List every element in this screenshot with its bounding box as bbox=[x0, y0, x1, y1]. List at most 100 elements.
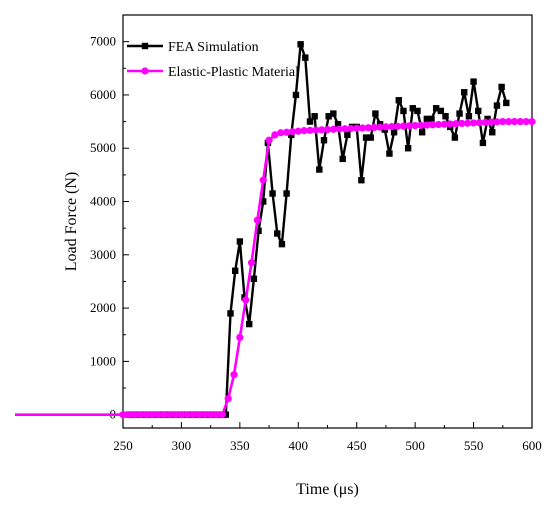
data-point bbox=[475, 119, 484, 127]
x-tick-label: 500 bbox=[405, 438, 425, 453]
data-point bbox=[277, 129, 285, 137]
data-point bbox=[394, 122, 402, 130]
data-point bbox=[367, 134, 374, 141]
series-fea-simulation bbox=[125, 41, 510, 418]
data-point bbox=[131, 411, 139, 419]
data-point bbox=[522, 117, 530, 126]
data-point bbox=[404, 145, 412, 152]
data-point bbox=[341, 125, 349, 133]
data-point bbox=[330, 110, 337, 117]
data-point bbox=[142, 411, 150, 419]
data-point bbox=[195, 411, 203, 419]
data-point bbox=[479, 139, 487, 147]
data-point bbox=[395, 97, 402, 104]
data-point bbox=[414, 107, 421, 115]
data-point bbox=[446, 120, 454, 128]
data-point bbox=[400, 107, 407, 115]
data-point bbox=[253, 216, 261, 224]
series-line bbox=[117, 120, 532, 416]
data-point bbox=[278, 240, 286, 248]
data-point bbox=[442, 113, 449, 120]
data-point bbox=[230, 371, 238, 379]
data-point bbox=[382, 123, 390, 131]
data-point bbox=[528, 117, 536, 126]
data-point bbox=[386, 150, 393, 157]
data-point bbox=[370, 123, 378, 132]
data-point bbox=[423, 115, 431, 123]
data-point bbox=[362, 134, 370, 141]
data-point bbox=[390, 129, 398, 136]
data-point bbox=[417, 121, 425, 129]
data-point bbox=[306, 118, 314, 125]
data-point bbox=[306, 126, 314, 134]
data-point bbox=[269, 190, 276, 197]
data-point bbox=[231, 267, 239, 274]
data-point bbox=[318, 126, 326, 134]
y-tick-label: 4000 bbox=[90, 194, 116, 209]
data-point bbox=[358, 124, 367, 132]
x-axis-title: Time (μs) bbox=[296, 481, 359, 498]
y-tick-label: 2000 bbox=[90, 300, 116, 315]
data-point bbox=[493, 102, 501, 109]
data-point bbox=[452, 120, 460, 128]
data-point bbox=[247, 259, 256, 267]
data-point bbox=[423, 121, 431, 129]
data-point bbox=[469, 119, 478, 127]
data-point bbox=[489, 129, 496, 136]
data-point bbox=[207, 411, 215, 419]
data-point bbox=[505, 117, 513, 126]
data-point bbox=[458, 119, 466, 128]
data-point bbox=[437, 107, 445, 115]
data-point bbox=[218, 411, 226, 419]
data-point bbox=[236, 333, 244, 342]
data-point bbox=[510, 117, 519, 126]
data-point bbox=[283, 128, 291, 136]
data-point bbox=[283, 190, 290, 197]
data-point bbox=[339, 155, 346, 163]
y-tick-label: 6000 bbox=[90, 87, 116, 102]
y-tick-label: 5000 bbox=[90, 140, 116, 155]
data-point bbox=[388, 123, 396, 131]
legend-marker-elastic-plastic bbox=[141, 67, 149, 75]
data-point bbox=[329, 125, 337, 133]
data-point bbox=[154, 411, 162, 419]
data-point bbox=[265, 136, 273, 144]
data-point bbox=[259, 176, 267, 184]
legend-marker-fea bbox=[141, 42, 149, 50]
data-point bbox=[376, 123, 384, 131]
data-point bbox=[320, 137, 328, 144]
data-point bbox=[297, 41, 304, 48]
data-point bbox=[516, 117, 524, 126]
data-point bbox=[432, 105, 440, 112]
data-point bbox=[212, 411, 221, 419]
data-point bbox=[493, 118, 501, 126]
data-point bbox=[294, 127, 302, 135]
data-point bbox=[399, 122, 408, 130]
data-point bbox=[236, 238, 244, 245]
data-point bbox=[335, 125, 343, 133]
x-tick-label: 350 bbox=[230, 438, 250, 453]
data-point bbox=[312, 126, 320, 134]
data-point bbox=[177, 411, 186, 419]
legend-label-elastic-plastic: Elastic-Plastic Material bbox=[168, 65, 299, 80]
data-point bbox=[464, 119, 472, 127]
y-tick-label: 1000 bbox=[90, 353, 116, 368]
data-point bbox=[246, 320, 253, 328]
data-point bbox=[325, 113, 332, 120]
data-point bbox=[481, 118, 489, 126]
x-tick-label: 300 bbox=[172, 438, 192, 453]
data-point bbox=[224, 395, 232, 403]
data-point bbox=[418, 129, 426, 136]
legend: FEA Simulation Elastic-Plastic Material bbox=[127, 40, 299, 80]
data-point bbox=[434, 120, 443, 129]
data-point bbox=[227, 310, 234, 317]
data-point bbox=[148, 411, 156, 419]
data-point bbox=[302, 54, 309, 61]
y-tick-label: 7000 bbox=[90, 34, 116, 49]
data-point bbox=[405, 122, 413, 130]
legend-label-fea: FEA Simulation bbox=[168, 40, 259, 55]
data-point bbox=[499, 117, 507, 126]
data-point bbox=[125, 411, 133, 419]
series bbox=[15, 41, 536, 419]
